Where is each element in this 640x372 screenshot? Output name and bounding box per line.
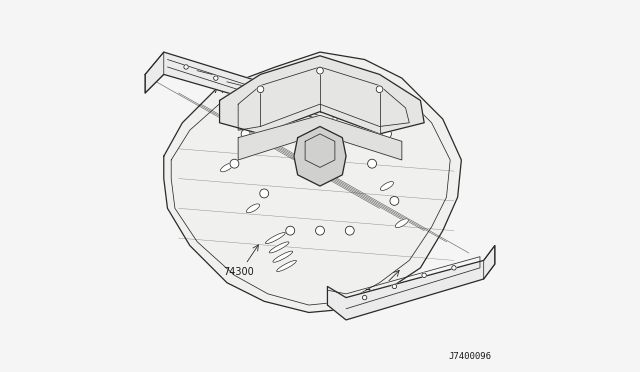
Circle shape — [303, 106, 307, 110]
Circle shape — [392, 284, 397, 289]
Polygon shape — [145, 52, 380, 145]
Circle shape — [241, 129, 250, 138]
Circle shape — [214, 76, 218, 80]
Circle shape — [367, 159, 376, 168]
Circle shape — [317, 67, 323, 74]
Text: 74300: 74300 — [223, 267, 254, 276]
Circle shape — [383, 129, 392, 138]
Circle shape — [230, 159, 239, 168]
Text: 74320(RH): 74320(RH) — [212, 84, 265, 94]
Circle shape — [316, 159, 324, 168]
Text: 74321(LH): 74321(LH) — [365, 289, 416, 299]
Circle shape — [376, 86, 383, 93]
Polygon shape — [294, 126, 346, 186]
Circle shape — [333, 117, 337, 121]
Circle shape — [316, 226, 324, 235]
Circle shape — [452, 266, 456, 270]
Polygon shape — [328, 246, 495, 320]
Circle shape — [286, 226, 294, 235]
Circle shape — [362, 295, 367, 300]
Circle shape — [390, 196, 399, 205]
Circle shape — [273, 98, 278, 103]
Polygon shape — [220, 56, 424, 134]
Circle shape — [243, 87, 248, 92]
Text: J7400096: J7400096 — [448, 352, 491, 361]
Ellipse shape — [396, 219, 408, 228]
Ellipse shape — [220, 163, 234, 172]
Circle shape — [422, 273, 426, 278]
Circle shape — [346, 226, 354, 235]
Ellipse shape — [380, 182, 394, 190]
Polygon shape — [164, 52, 461, 312]
Ellipse shape — [269, 242, 289, 253]
Circle shape — [260, 189, 269, 198]
Polygon shape — [238, 115, 402, 160]
Circle shape — [257, 86, 264, 93]
Ellipse shape — [246, 204, 260, 213]
Circle shape — [184, 65, 188, 69]
Ellipse shape — [266, 232, 285, 244]
Ellipse shape — [276, 260, 296, 272]
Ellipse shape — [273, 251, 292, 262]
